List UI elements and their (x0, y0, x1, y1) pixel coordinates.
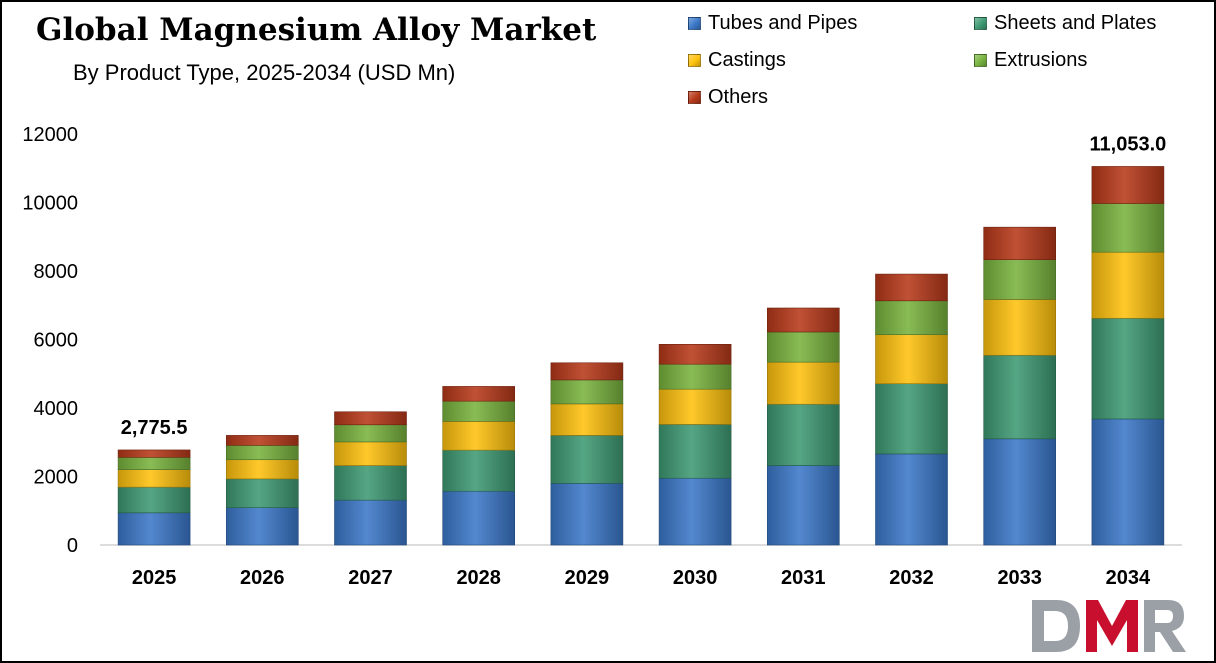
bar-2029-sheets-and-plates (550, 435, 624, 484)
bar-2026-sheets-and-plates (226, 478, 299, 508)
bar-2027-extrusions (334, 424, 407, 443)
bar-2028-castings (442, 421, 516, 451)
bar-2028-sheets-and-plates (442, 449, 516, 492)
legend-label: Tubes and Pipes (708, 12, 858, 34)
bar-2025-others (117, 449, 191, 458)
bar-2031-others (766, 307, 840, 333)
legend-item-others: Others (688, 86, 768, 109)
legend-swatch (688, 91, 701, 104)
bar-2028-tubes-and-pipes (442, 490, 516, 546)
x-tick-label: 2030 (673, 567, 718, 589)
bar-2034-sheets-and-plates (1091, 317, 1165, 420)
y-tick-label: 6000 (34, 330, 79, 352)
bar-2031-sheets-and-plates (766, 403, 840, 466)
bar-2032-castings (875, 334, 948, 384)
bar-2031-castings (766, 361, 840, 405)
y-tick-label: 2000 (34, 467, 79, 489)
logo-letter-r (1144, 600, 1186, 652)
chart-subtitle: By Product Type, 2025-2034 (USD Mn) (73, 60, 456, 85)
bar-2025-castings (117, 469, 191, 488)
bar-2033-sheets-and-plates (983, 354, 1057, 440)
bar-2027-others (334, 411, 407, 426)
bar-2032-extrusions (875, 300, 948, 336)
legend-label: Sheets and Plates (994, 12, 1157, 34)
bar-2032-tubes-and-pipes (875, 453, 948, 546)
y-tick-label: 4000 (34, 398, 79, 420)
bar-2030-castings (658, 388, 732, 425)
bar-2027-castings (334, 441, 407, 466)
bar-2034-tubes-and-pipes (1091, 418, 1165, 546)
bar-2030-sheets-and-plates (658, 424, 732, 479)
bar-2031-tubes-and-pipes (766, 465, 840, 546)
bar-2025-sheets-and-plates (117, 486, 191, 514)
bar-2027-tubes-and-pipes (334, 499, 407, 546)
bar-2034-extrusions (1091, 203, 1165, 253)
legend-item-extrusions: Extrusions (974, 49, 1087, 72)
bar-2026-tubes-and-pipes (226, 507, 299, 546)
legend-item-tubes-and-pipes: Tubes and Pipes (688, 12, 857, 35)
y-tick-label: 0 (67, 535, 78, 557)
bar-2033-extrusions (983, 259, 1057, 300)
x-tick-label: 2029 (565, 567, 610, 589)
chart-title: Global Magnesium Alloy Market (36, 12, 597, 48)
legend-item-sheets-and-plates: Sheets and Plates (974, 12, 1156, 35)
bar-2030-extrusions (658, 363, 732, 390)
x-tick-label: 2026 (240, 567, 285, 589)
legend-item-castings: Castings (688, 49, 786, 72)
bar-2025-tubes-and-pipes (117, 512, 191, 546)
bar-2028-others (442, 386, 516, 402)
bar-2026-extrusions (226, 445, 299, 461)
dmr-logo (1032, 600, 1186, 652)
bar-2026-others (226, 435, 299, 446)
legend-swatch (974, 17, 987, 30)
legend-swatch (974, 54, 987, 67)
x-tick-label: 2032 (889, 567, 934, 589)
legend-label: Extrusions (994, 49, 1088, 71)
legend-swatch (688, 54, 701, 67)
bar-2030-others (658, 343, 732, 365)
bar-2033-tubes-and-pipes (983, 438, 1057, 546)
bar-2029-extrusions (550, 379, 624, 405)
x-tick-label: 2033 (997, 567, 1042, 589)
bar-2034-others (1091, 166, 1165, 204)
legend-label: Castings (708, 49, 786, 71)
bar-2032-others (875, 273, 948, 302)
y-tick-label: 10000 (22, 193, 78, 215)
y-tick-label: 12000 (22, 124, 78, 146)
logo-letter-d (1032, 600, 1080, 652)
x-tick-label: 2031 (781, 567, 826, 589)
bar-2028-extrusions (442, 400, 516, 422)
bar-2032-sheets-and-plates (875, 383, 948, 455)
legend-label: Others (708, 86, 769, 108)
logo-letter-m (1086, 600, 1138, 652)
data-label-2025: 2,775.5 (121, 417, 188, 439)
bar-2031-extrusions (766, 331, 840, 363)
bar-2033-castings (983, 299, 1057, 356)
bar-2029-tubes-and-pipes (550, 483, 624, 546)
x-tick-label: 2034 (1106, 567, 1151, 589)
bar-2026-castings (226, 459, 299, 480)
bar-2025-extrusions (117, 457, 191, 470)
legend-swatch (688, 17, 701, 30)
bar-2029-others (550, 362, 624, 381)
x-tick-label: 2028 (456, 567, 501, 589)
bar-2030-tubes-and-pipes (658, 477, 732, 546)
data-label-2034: 11,053.0 (1090, 133, 1167, 155)
x-tick-label: 2025 (132, 567, 177, 589)
bar-2027-sheets-and-plates (334, 465, 407, 501)
bar-2033-others (983, 226, 1057, 260)
bar-2034-castings (1091, 251, 1165, 319)
bar-2029-castings (550, 403, 624, 436)
x-tick-label: 2027 (348, 567, 393, 589)
legend: Tubes and Pipes Sheets and Plates Castings… (688, 6, 1208, 116)
y-tick-label: 8000 (34, 261, 79, 283)
